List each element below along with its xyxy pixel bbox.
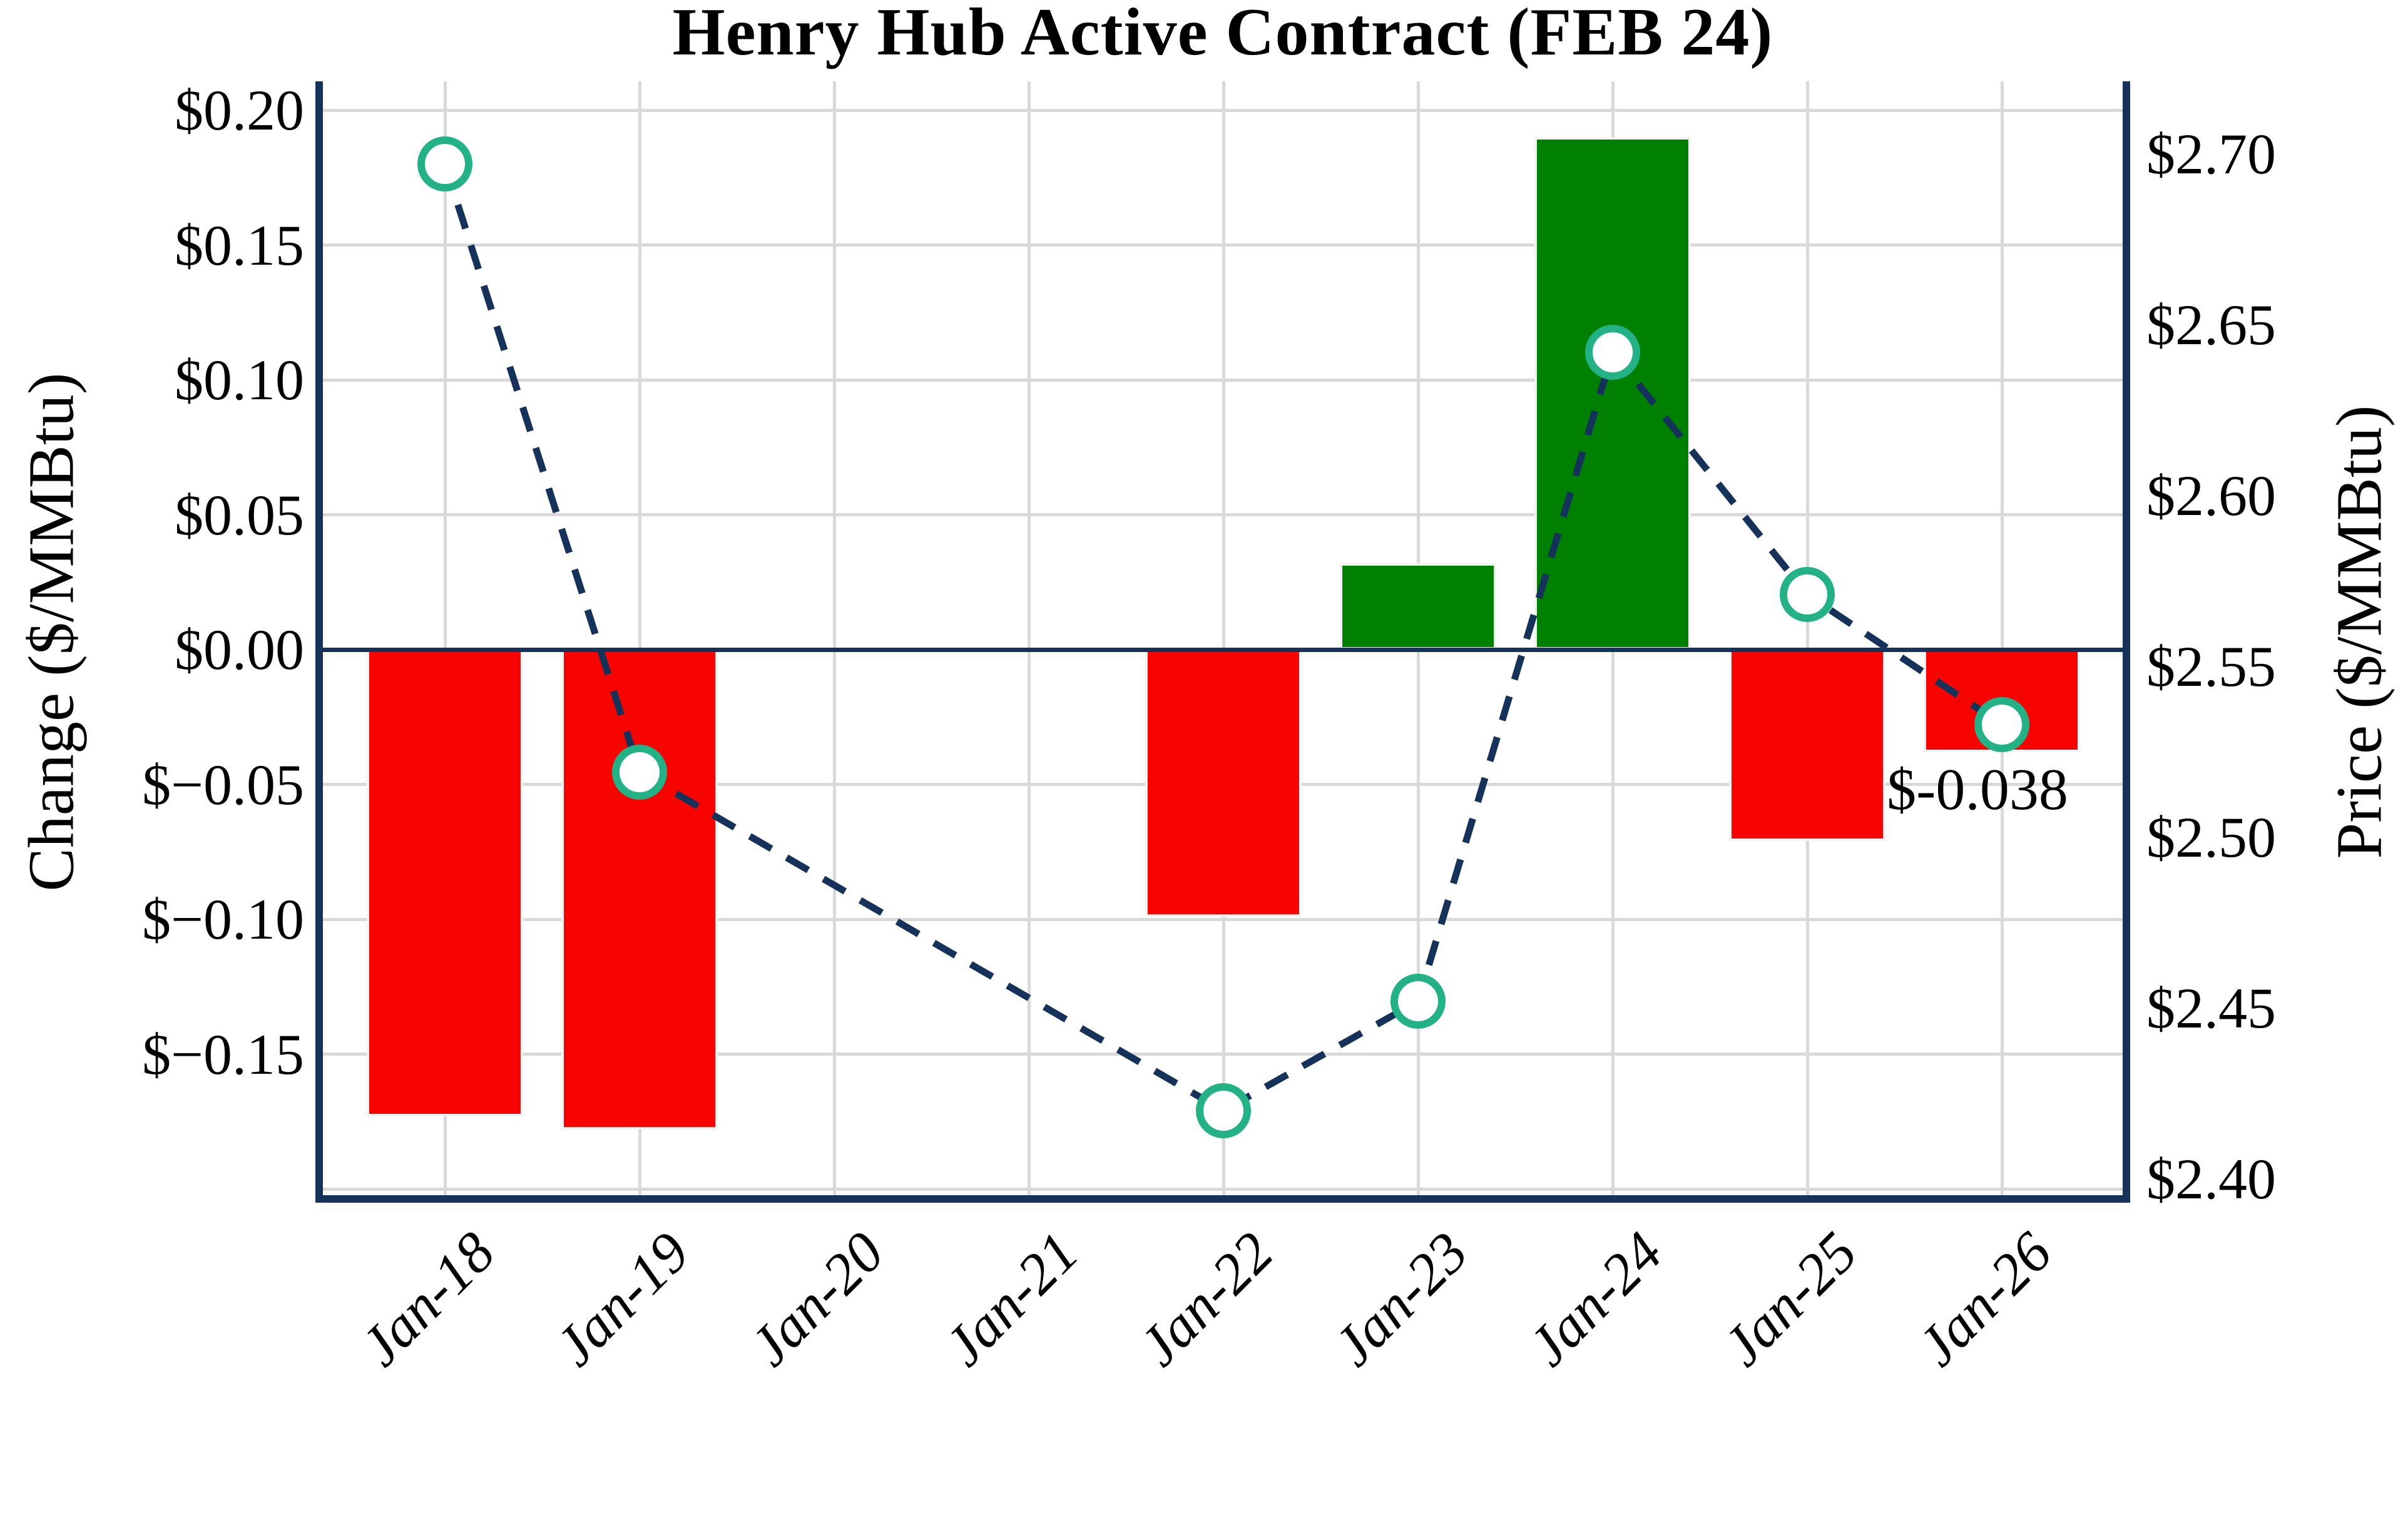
price-line: [441, 163, 2004, 1115]
price-marker: [612, 745, 667, 800]
right-axis-tick-label: $2.50: [2146, 805, 2276, 869]
left-axis-tick-label: $−0.05: [142, 752, 304, 817]
x-gridline: [1222, 81, 1225, 1195]
change-annotation: $-0.038: [1887, 757, 2068, 822]
chart-title: Henry Hub Active Contract (FEB 24): [672, 0, 1773, 69]
change-bar: [1340, 563, 1496, 650]
left-axis-tick-label: $−0.15: [142, 1022, 304, 1086]
right-axis-tick-label: $2.40: [2146, 1147, 2276, 1211]
x-gridline: [443, 81, 447, 1195]
price-marker: [1780, 567, 1835, 623]
y-gridline: [323, 1053, 2123, 1056]
zero-line: [323, 648, 2123, 652]
left-axis-tick-label: $−0.10: [142, 887, 304, 951]
left-axis-tick-label: $0.15: [175, 213, 304, 277]
right-axis-tick-label: $2.55: [2146, 635, 2276, 698]
price-marker: [1585, 324, 1640, 380]
change-bar: [561, 650, 718, 1130]
right-axis-tick-label: $2.45: [2146, 976, 2276, 1040]
x-gridline: [1805, 81, 1809, 1195]
x-gridline: [638, 81, 641, 1195]
y-gridline: [323, 378, 2123, 382]
x-gridline: [1027, 81, 1031, 1195]
x-gridline: [832, 81, 836, 1195]
y-gridline: [323, 917, 2123, 921]
right-axis-tick-label: $2.60: [2146, 464, 2276, 528]
y-gridline: [323, 243, 2123, 247]
chart-canvas: Henry Hub Active Contract (FEB 24) Chang…: [15, 0, 2395, 1379]
plot-area: $-0.038: [315, 81, 2130, 1203]
change-bar: [367, 650, 523, 1116]
left-axis-tick-label: $0.20: [175, 78, 304, 142]
plot-inner: $-0.038: [323, 81, 2123, 1195]
y-gridline: [323, 108, 2123, 112]
left-axis-tick-label: $0.00: [175, 618, 304, 681]
price-marker: [417, 136, 472, 192]
right-axis-title: Price ($/MMBtu): [2323, 405, 2395, 859]
price-marker: [1196, 1083, 1251, 1138]
y-gridline: [323, 513, 2123, 516]
x-gridline: [2000, 81, 2004, 1195]
right-axis-tick-label: $2.65: [2146, 293, 2276, 357]
left-axis-tick-label: $0.10: [175, 348, 304, 412]
change-bar: [1534, 137, 1691, 650]
left-axis-tick-label: $0.05: [175, 482, 304, 547]
price-marker: [1974, 696, 2029, 752]
price-marker: [1390, 974, 1446, 1029]
y-gridline: [323, 1187, 2123, 1191]
right-axis-tick-label: $2.70: [2146, 122, 2276, 186]
